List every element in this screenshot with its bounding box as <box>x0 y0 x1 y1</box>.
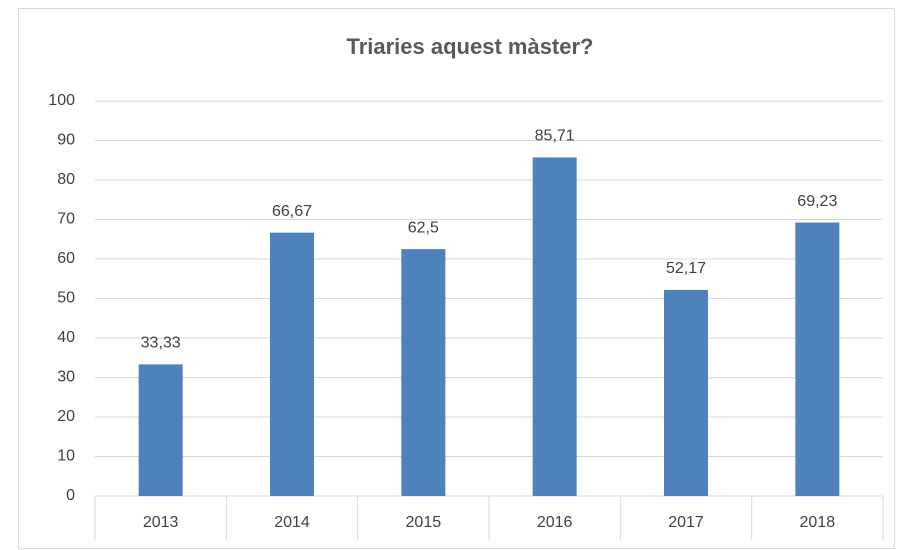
data-label: 69,23 <box>797 193 837 210</box>
y-tick-label: 70 <box>57 211 75 228</box>
y-tick-label: 30 <box>57 369 75 386</box>
chart-title: Triaries aquest màster? <box>346 34 593 59</box>
data-label: 66,67 <box>272 203 312 220</box>
bar <box>664 289 708 496</box>
bar <box>138 364 183 496</box>
x-tick-label: 2017 <box>668 514 704 531</box>
x-tick-label: 2014 <box>274 514 310 531</box>
y-tick-label: 80 <box>57 171 75 188</box>
bar <box>270 232 314 496</box>
y-tick-label: 50 <box>57 290 75 307</box>
y-tick-label: 90 <box>57 132 75 149</box>
y-tick-label: 60 <box>57 250 75 267</box>
y-tick-label: 40 <box>57 329 75 346</box>
data-label: 85,71 <box>535 128 575 145</box>
bar <box>401 249 446 496</box>
x-tick-label: 2016 <box>537 514 573 531</box>
data-label: 52,17 <box>666 260 706 277</box>
x-tick-label: 2015 <box>406 514 442 531</box>
y-tick-label: 20 <box>57 408 75 425</box>
y-tick-label: 100 <box>48 92 75 109</box>
y-tick-label: 10 <box>57 448 75 465</box>
bar <box>795 222 840 496</box>
data-label: 62,5 <box>408 219 439 236</box>
bar <box>532 157 577 496</box>
y-tick-label: 0 <box>66 487 75 504</box>
x-tick-label: 2018 <box>800 514 836 531</box>
x-tick-label: 2013 <box>143 514 179 531</box>
data-label: 33,33 <box>141 335 181 352</box>
